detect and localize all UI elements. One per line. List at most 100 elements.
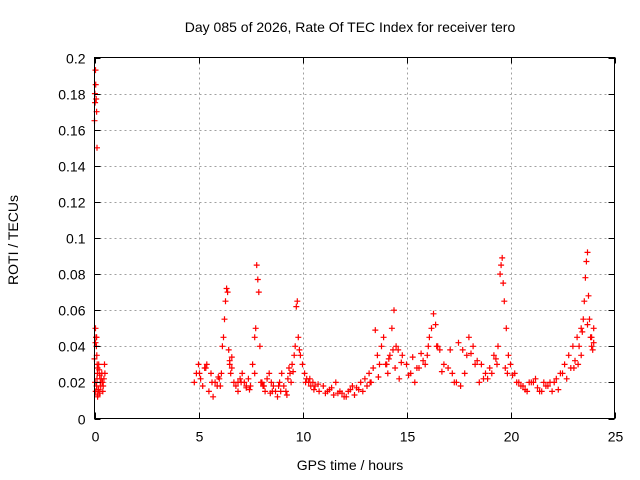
data-point bbox=[385, 355, 392, 362]
data-point bbox=[422, 361, 429, 368]
data-point bbox=[195, 361, 202, 368]
data-point bbox=[455, 339, 462, 346]
data-point bbox=[238, 379, 245, 386]
x-tick-label: 5 bbox=[196, 429, 204, 445]
data-point bbox=[396, 375, 403, 382]
data-point bbox=[586, 316, 593, 323]
y-tick-label: 0.04 bbox=[58, 339, 85, 355]
data-point bbox=[202, 365, 209, 371]
data-point bbox=[291, 352, 298, 359]
data-point bbox=[226, 357, 233, 364]
data-point bbox=[309, 379, 316, 386]
data-point bbox=[332, 379, 339, 386]
data-point bbox=[501, 298, 508, 305]
data-point bbox=[438, 368, 445, 375]
data-point bbox=[390, 346, 396, 353]
data-point bbox=[254, 276, 261, 283]
data-point bbox=[277, 388, 284, 395]
data-point bbox=[96, 390, 103, 397]
data-point bbox=[100, 375, 107, 382]
data-point bbox=[208, 370, 214, 377]
data-point bbox=[474, 357, 481, 364]
data-point bbox=[590, 339, 597, 346]
data-point bbox=[499, 254, 506, 261]
data-point bbox=[538, 388, 545, 395]
data-point bbox=[320, 383, 327, 389]
data-point bbox=[555, 386, 562, 393]
data-point bbox=[578, 352, 585, 359]
data-point bbox=[227, 370, 234, 377]
data-point bbox=[449, 370, 456, 377]
data-point bbox=[261, 383, 267, 389]
data-point bbox=[224, 289, 231, 296]
data-point bbox=[289, 361, 296, 368]
data-point bbox=[472, 361, 479, 368]
axis-ticks: 0 0.02 0.04 0.06 0.08 0.1 0.12 0.14 0.16 0.18 0.2 0… bbox=[58, 51, 623, 445]
data-point bbox=[582, 274, 589, 281]
data-point bbox=[343, 393, 350, 400]
data-point bbox=[517, 383, 524, 389]
data-point bbox=[251, 334, 258, 341]
data-point bbox=[504, 370, 511, 377]
data-point bbox=[101, 361, 108, 368]
data-point bbox=[247, 383, 254, 389]
data-point bbox=[388, 325, 395, 332]
data-point bbox=[584, 321, 591, 328]
chart-title: Day 085 of 2026, Rate Of TEC Index for r… bbox=[185, 19, 516, 35]
data-point bbox=[99, 388, 106, 395]
y-axis-label: ROTI / TECUs bbox=[5, 195, 21, 285]
data-point bbox=[505, 352, 512, 359]
data-point bbox=[413, 365, 420, 371]
data-point bbox=[375, 374, 382, 380]
data-point bbox=[280, 383, 287, 389]
data-point bbox=[572, 357, 578, 364]
data-point bbox=[547, 379, 553, 386]
data-point bbox=[476, 379, 483, 386]
y-tick-label: 0.2 bbox=[66, 51, 86, 67]
data-point bbox=[367, 379, 374, 386]
data-point bbox=[284, 375, 291, 382]
data-point bbox=[221, 316, 228, 323]
data-point bbox=[191, 379, 198, 386]
data-point bbox=[392, 365, 399, 371]
data-point bbox=[246, 386, 253, 393]
data-point bbox=[92, 99, 99, 106]
data-point bbox=[349, 383, 356, 389]
data-point bbox=[575, 361, 582, 368]
data-point bbox=[267, 390, 274, 397]
x-tick-label: 25 bbox=[608, 429, 624, 445]
data-point bbox=[386, 352, 393, 359]
data-point bbox=[357, 379, 364, 386]
x-tick-label: 15 bbox=[400, 429, 416, 445]
data-point bbox=[463, 352, 470, 359]
data-point bbox=[503, 325, 510, 332]
data-point bbox=[315, 381, 322, 388]
data-point bbox=[330, 392, 337, 398]
data-point bbox=[436, 346, 443, 353]
y-tick-label: 0.02 bbox=[58, 375, 85, 391]
data-points bbox=[91, 67, 597, 400]
data-point bbox=[199, 383, 206, 389]
y-tick-label: 0.16 bbox=[58, 123, 85, 139]
data-point bbox=[522, 386, 529, 393]
data-point bbox=[574, 334, 581, 341]
data-point bbox=[249, 361, 256, 368]
data-point bbox=[232, 383, 239, 389]
data-point bbox=[94, 393, 101, 400]
data-point bbox=[292, 343, 299, 350]
data-point bbox=[391, 307, 397, 314]
data-point bbox=[275, 383, 282, 389]
data-point bbox=[322, 390, 329, 397]
data-point bbox=[484, 375, 491, 382]
data-point bbox=[220, 334, 227, 341]
data-point bbox=[92, 67, 99, 74]
data-point bbox=[576, 343, 583, 350]
data-point bbox=[372, 327, 379, 334]
data-point bbox=[553, 375, 560, 382]
data-point bbox=[445, 365, 452, 371]
y-tick-label: 0.1 bbox=[66, 231, 86, 247]
data-point bbox=[100, 383, 107, 389]
y-tick-label: 0.14 bbox=[58, 159, 85, 175]
data-point bbox=[92, 339, 99, 346]
